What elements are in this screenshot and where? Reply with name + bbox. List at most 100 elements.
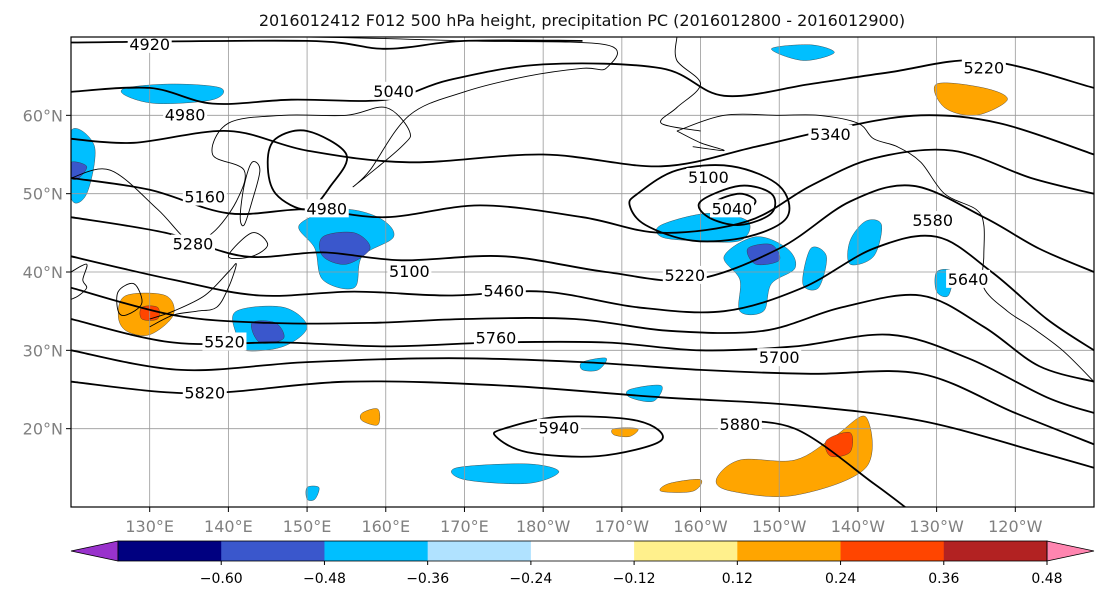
height-contours — [71, 39, 1094, 507]
height-contour — [71, 286, 1094, 383]
height-contour — [697, 184, 777, 226]
lon-tick-label: 170°E — [440, 517, 489, 536]
colorbar-tick-label: −0.24 — [509, 571, 552, 587]
contour-label-bg — [202, 332, 247, 351]
contour-label-bg — [473, 328, 518, 347]
lon-tick-label: 140°W — [831, 517, 886, 536]
coastline — [149, 263, 237, 328]
lat-tick-label: 60°N — [23, 106, 63, 125]
height-contour — [71, 59, 1094, 105]
contour-label: 5580 — [912, 211, 953, 230]
contour-label: 5820 — [184, 383, 225, 402]
height-contour — [71, 234, 1094, 352]
colorbar-segment — [634, 541, 738, 561]
precip-patch — [847, 219, 882, 266]
precip-patch — [771, 44, 835, 61]
colorbar-tick-label: −0.12 — [613, 571, 656, 587]
contour-label: 5280 — [173, 235, 214, 254]
lat-tick-label: 30°N — [23, 341, 63, 360]
precip-patch — [656, 213, 751, 243]
contour-label: 4980 — [306, 199, 347, 218]
coastline — [660, 37, 701, 132]
precip-patch — [611, 427, 639, 438]
longitude-axis: 130°E 140°E 150°E 160°E 170°E 180°W 170°W 160°W… — [125, 507, 1043, 536]
precip-patch — [933, 82, 1008, 116]
colorbar-segment — [737, 541, 842, 561]
map-area: 4920 4980 5040 5160 5280 4980 5100 5460 5520 5760… — [71, 35, 1094, 507]
coastlines — [71, 37, 1094, 383]
colorbar-extend-high — [1046, 540, 1095, 562]
precip-patch — [120, 83, 224, 104]
lon-tick-label: 130°W — [909, 517, 964, 536]
height-contour — [71, 349, 1094, 446]
contour-label: 5520 — [204, 333, 245, 352]
colorbar-tick-label: −0.36 — [406, 571, 449, 587]
precip-patch — [251, 320, 285, 344]
height-contour — [71, 318, 1094, 414]
precip-patch — [71, 161, 88, 180]
coastline — [239, 161, 261, 227]
colorbar-frame — [117, 540, 1048, 562]
contour-label: 4920 — [129, 35, 170, 54]
contour-label-bg — [717, 414, 762, 433]
coastline — [676, 113, 1094, 383]
colorbar-tick-label: −0.60 — [200, 571, 243, 587]
lon-tick-label: 130°E — [125, 517, 174, 536]
colorbar-segment — [530, 541, 635, 561]
contour-label: 5700 — [759, 348, 800, 367]
lon-tick-label: 180°W — [516, 517, 571, 536]
contour-label-bg — [182, 383, 227, 402]
lon-tick-label: 120°W — [988, 517, 1043, 536]
height-contour — [71, 39, 583, 50]
contour-label: 5460 — [483, 282, 524, 301]
lat-tick-label: 20°N — [23, 420, 63, 439]
height-contour — [628, 164, 791, 243]
precip-patch — [305, 485, 320, 501]
contour-label: 5100 — [688, 168, 729, 187]
contour-label-bg — [163, 105, 208, 124]
contour-labels: 4920 4980 5040 5160 5280 4980 5100 5460 5520 5760… — [127, 35, 1006, 438]
precip-patch — [579, 357, 607, 372]
contour-label: 5220 — [664, 266, 705, 285]
colorbar-tick-label: 0.24 — [825, 571, 856, 587]
latitude-axis: 20°N 30°N 40°N 50°N 60°N — [23, 106, 71, 439]
contour-label: 5100 — [389, 262, 430, 281]
height-contour — [71, 380, 1094, 469]
contour-label-bg — [710, 199, 755, 218]
contour-label-bg — [170, 234, 215, 253]
precip-patch — [659, 479, 703, 493]
precip-patch — [359, 408, 381, 426]
contour-label-bg — [686, 168, 731, 186]
lat-tick-label: 50°N — [23, 185, 63, 204]
contour-label: 5940 — [539, 419, 580, 438]
colorbar-extend-low — [70, 540, 119, 562]
coastline — [71, 263, 88, 300]
lon-tick-label: 140°E — [204, 517, 253, 536]
colorbar-segment — [118, 541, 222, 561]
contour-label-bg — [946, 269, 991, 288]
contour-label: 5880 — [720, 415, 761, 434]
contour-label-bg — [127, 37, 172, 53]
contour-label-bg — [371, 81, 416, 100]
coastline — [676, 130, 725, 152]
coastline — [116, 282, 143, 317]
colorbar-segment — [427, 541, 532, 561]
contour-label-bg — [387, 262, 432, 280]
contour-label-bg — [808, 124, 853, 143]
height-contour — [71, 148, 1094, 234]
contour-label: 5040 — [373, 82, 414, 101]
contour-label: 5220 — [963, 58, 1004, 77]
contour-label-bg — [961, 58, 1006, 77]
contour-label: 5040 — [712, 199, 753, 218]
chart-title: 2016012412 F012 500 hPa height, precipit… — [259, 11, 905, 30]
colorbar-segment — [840, 541, 945, 561]
contour-label: 4980 — [165, 105, 206, 124]
colorbar-segment — [324, 541, 429, 561]
lon-tick-label: 160°E — [361, 517, 410, 536]
contour-label: 5640 — [948, 270, 989, 289]
lon-tick-label: 150°E — [283, 517, 332, 536]
height-contour — [71, 184, 1094, 282]
colorbar: −0.60 −0.48 −0.36 −0.24 −0.12 0.12 0.24 0.36 0.4… — [70, 540, 1095, 587]
contour-label: 5340 — [810, 125, 851, 144]
